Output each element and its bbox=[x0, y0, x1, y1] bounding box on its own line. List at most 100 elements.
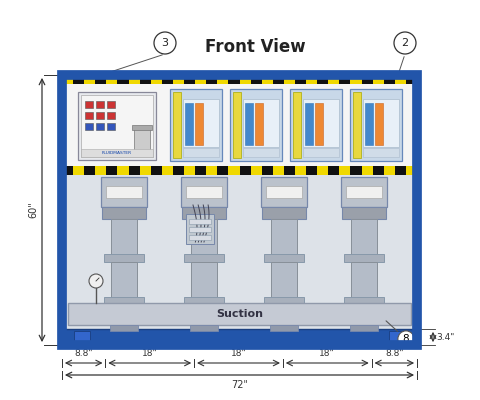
Bar bbox=[62, 75, 417, 175]
Bar bbox=[341, 177, 387, 207]
Bar bbox=[106, 186, 142, 198]
Bar bbox=[264, 254, 304, 262]
Bar bbox=[96, 112, 104, 119]
Circle shape bbox=[154, 32, 176, 54]
Bar bbox=[350, 325, 378, 331]
Bar bbox=[189, 235, 211, 240]
Bar bbox=[342, 207, 386, 219]
Bar bbox=[262, 166, 273, 175]
Bar bbox=[344, 297, 384, 303]
Bar bbox=[185, 103, 193, 145]
Bar bbox=[195, 103, 203, 145]
Bar bbox=[118, 75, 129, 84]
Bar bbox=[361, 75, 372, 84]
Bar bbox=[101, 177, 147, 207]
Bar bbox=[273, 166, 284, 175]
Bar bbox=[293, 92, 301, 158]
Bar bbox=[217, 75, 228, 84]
Bar bbox=[350, 89, 402, 161]
Bar bbox=[375, 103, 383, 145]
Bar bbox=[306, 166, 317, 175]
Bar bbox=[317, 166, 328, 175]
Text: 18": 18" bbox=[231, 349, 246, 358]
Bar bbox=[261, 177, 307, 207]
Bar bbox=[81, 149, 153, 157]
Bar bbox=[266, 186, 302, 198]
Bar bbox=[317, 75, 328, 84]
Bar bbox=[129, 75, 140, 84]
Bar bbox=[315, 103, 323, 145]
Bar bbox=[81, 95, 153, 157]
Bar bbox=[104, 254, 144, 262]
Bar bbox=[273, 75, 284, 84]
Bar bbox=[96, 123, 104, 130]
Bar bbox=[264, 297, 304, 303]
Bar bbox=[110, 325, 138, 331]
Bar bbox=[73, 75, 84, 84]
Bar bbox=[151, 75, 162, 84]
Text: 2: 2 bbox=[401, 38, 408, 48]
Bar bbox=[206, 75, 217, 84]
Bar bbox=[162, 75, 173, 84]
Bar bbox=[344, 254, 384, 262]
Bar bbox=[339, 75, 350, 84]
Bar bbox=[191, 219, 217, 254]
Bar bbox=[350, 75, 361, 84]
Text: Suction: Suction bbox=[216, 309, 263, 319]
Bar bbox=[384, 75, 395, 84]
Bar bbox=[295, 166, 306, 175]
Bar bbox=[132, 125, 152, 130]
Bar bbox=[186, 186, 222, 198]
Bar bbox=[271, 219, 297, 254]
Bar bbox=[182, 207, 226, 219]
Text: 8: 8 bbox=[386, 321, 409, 344]
Bar bbox=[84, 166, 96, 175]
Bar bbox=[184, 254, 224, 262]
Bar bbox=[107, 112, 115, 119]
Bar bbox=[363, 99, 399, 147]
Bar bbox=[339, 166, 350, 175]
Bar bbox=[305, 103, 313, 145]
Bar bbox=[96, 75, 107, 84]
Bar bbox=[406, 166, 417, 175]
Bar bbox=[170, 89, 222, 161]
Bar bbox=[186, 214, 214, 244]
Bar bbox=[107, 123, 115, 130]
Bar bbox=[62, 329, 417, 345]
Bar bbox=[351, 262, 377, 303]
Bar bbox=[195, 75, 206, 84]
Text: 18": 18" bbox=[142, 349, 157, 358]
Bar bbox=[96, 101, 104, 108]
Text: 60": 60" bbox=[28, 202, 38, 218]
Bar bbox=[363, 148, 399, 157]
Bar bbox=[217, 166, 228, 175]
Bar bbox=[243, 148, 279, 157]
Bar bbox=[228, 166, 240, 175]
Bar bbox=[372, 75, 384, 84]
Bar bbox=[406, 75, 417, 84]
Bar bbox=[140, 166, 151, 175]
Bar bbox=[85, 112, 93, 119]
Bar bbox=[189, 219, 211, 224]
Bar bbox=[365, 103, 373, 145]
Bar bbox=[303, 148, 339, 157]
Bar bbox=[353, 92, 361, 158]
Bar bbox=[255, 103, 263, 145]
Bar bbox=[233, 92, 241, 158]
Bar bbox=[384, 166, 395, 175]
Bar bbox=[68, 303, 411, 325]
Bar bbox=[118, 166, 129, 175]
Bar bbox=[111, 262, 137, 303]
Bar bbox=[195, 166, 206, 175]
Text: Front View: Front View bbox=[204, 38, 305, 56]
Bar bbox=[107, 166, 118, 175]
Bar bbox=[251, 166, 262, 175]
Bar bbox=[395, 166, 406, 175]
Bar bbox=[251, 75, 262, 84]
Bar bbox=[190, 325, 218, 331]
Bar bbox=[181, 177, 227, 207]
Bar bbox=[284, 166, 295, 175]
Bar bbox=[107, 101, 115, 108]
Text: 72": 72" bbox=[231, 380, 248, 390]
Circle shape bbox=[394, 32, 416, 54]
